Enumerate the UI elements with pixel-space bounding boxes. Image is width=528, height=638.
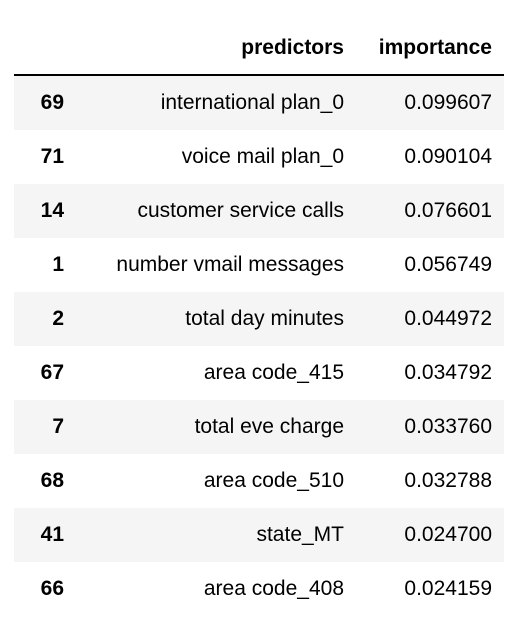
row-index-cell: 1: [14, 238, 64, 292]
table-row: 1 number vmail messages 0.056749: [14, 238, 504, 292]
importance-cell: 0.033760: [404, 415, 492, 438]
table-row: 67 area code_415 0.034792: [14, 346, 504, 400]
row-index-cell: 66: [14, 562, 64, 616]
table-row: 2 total day minutes 0.044972: [14, 292, 504, 346]
importance-cell: 0.032788: [404, 469, 492, 492]
row-index: 2: [52, 307, 64, 330]
predictor-cell: area code_408: [203, 577, 344, 600]
importance-cell: 0.056749: [404, 253, 492, 276]
table-row: 41 state_MT 0.024700: [14, 508, 504, 562]
row-index: 67: [40, 361, 64, 384]
predictor-cell: area code_510: [203, 469, 344, 492]
row-index-cell: 71: [14, 130, 64, 184]
row-index-cell: 2: [14, 292, 64, 346]
importance-column-header: importance: [344, 21, 504, 76]
importance-cell: 0.024700: [404, 523, 492, 546]
row-index-cell: 41: [14, 508, 64, 562]
header-row: predictors importance: [14, 21, 504, 76]
importance-cell: 0.044972: [404, 307, 492, 330]
row-index: 41: [40, 523, 64, 546]
importance-table: predictors importance 69 international pl…: [14, 21, 504, 616]
predictor-cell: total day minutes: [185, 307, 344, 330]
row-index: 71: [40, 145, 64, 168]
row-index: 68: [40, 469, 64, 492]
row-index-cell: 67: [14, 346, 64, 400]
row-index-cell: 7: [14, 400, 64, 454]
row-index: 69: [40, 91, 64, 114]
table-row: 14 customer service calls 0.076601: [14, 184, 504, 238]
predictor-cell: total eve charge: [194, 415, 344, 438]
importance-cell: 0.099607: [404, 91, 492, 114]
row-index-cell: 14: [14, 184, 64, 238]
row-index: 1: [52, 253, 64, 276]
predictor-cell: area code_415: [203, 361, 344, 384]
importance-cell: 0.090104: [404, 145, 492, 168]
predictor-cell: international plan_0: [160, 91, 344, 114]
importance-cell: 0.024159: [404, 577, 492, 600]
importance-cell: 0.034792: [404, 361, 492, 384]
table-header: predictors importance: [14, 21, 504, 76]
row-index: 66: [40, 577, 64, 600]
row-index-cell: 69: [14, 75, 64, 130]
predictor-cell: number vmail messages: [116, 253, 344, 276]
table-row: 68 area code_510 0.032788: [14, 454, 504, 508]
predictor-cell: voice mail plan_0: [181, 145, 344, 168]
index-column-header: [14, 21, 64, 76]
table-row: 66 area code_408 0.024159: [14, 562, 504, 616]
table-row: 7 total eve charge 0.033760: [14, 400, 504, 454]
table-row: 69 international plan_0 0.099607: [14, 75, 504, 130]
predictors-column-header: predictors: [64, 21, 344, 76]
table-body: 69 international plan_0 0.099607 71 voice ma…: [14, 75, 504, 616]
row-index: 7: [52, 415, 64, 438]
table-row: 71 voice mail plan_0 0.090104: [14, 130, 504, 184]
importance-cell: 0.076601: [404, 199, 492, 222]
predictor-cell: state_MT: [256, 523, 344, 546]
row-index-cell: 68: [14, 454, 64, 508]
row-index: 14: [40, 199, 64, 222]
predictor-cell: customer service calls: [137, 199, 344, 222]
